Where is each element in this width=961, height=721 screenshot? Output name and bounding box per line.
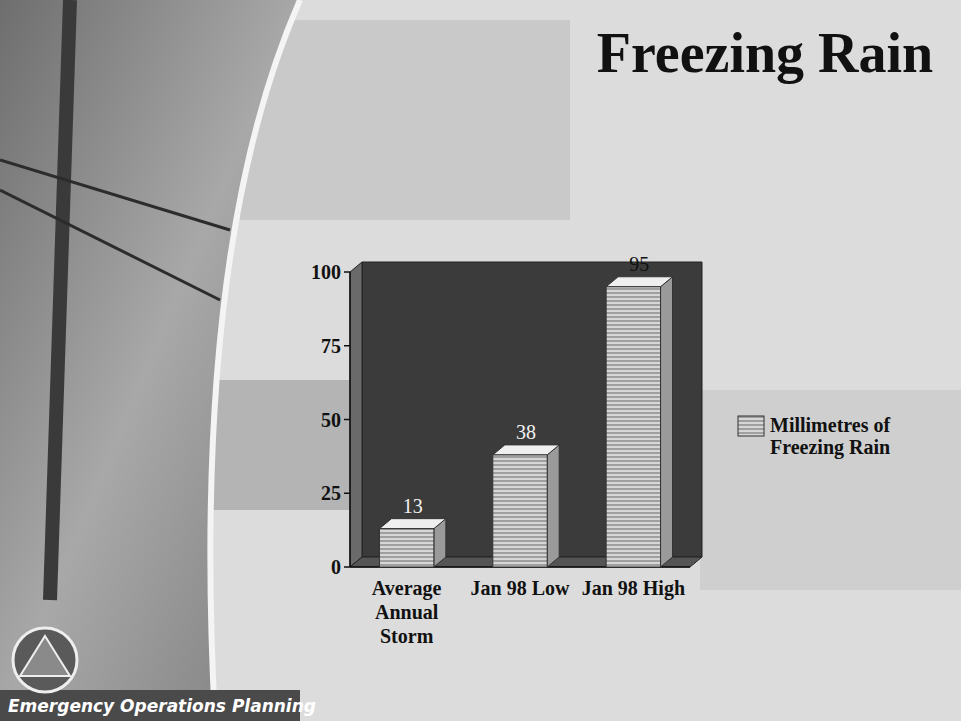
panel-edge [210, 0, 300, 721]
bar [606, 287, 660, 567]
y-tick [344, 271, 350, 273]
footer: Emergency Operations Planning [8, 696, 316, 716]
text-line: Jan 98 High [582, 577, 685, 600]
title: Freezing Rain [597, 22, 933, 84]
bar-top [606, 277, 672, 287]
bar [493, 455, 547, 567]
left-wall [350, 262, 362, 567]
bar [379, 529, 433, 567]
text-line: Storm [380, 625, 434, 647]
y-tick [344, 419, 350, 421]
x-tick-label: Jan 98 High [582, 577, 685, 600]
left-photo-panel [0, 0, 300, 721]
pole [50, 0, 70, 600]
bars [379, 277, 672, 567]
text-line: Freezing Rain [770, 436, 890, 459]
background [0, 0, 961, 721]
wire [0, 190, 220, 300]
text-line: Jan 98 Low [471, 577, 570, 599]
building-photo [700, 390, 961, 590]
y-tick-label: 100 [311, 261, 341, 283]
y-tick-label: 25 [321, 482, 341, 504]
text-line: Millimetres of [770, 414, 890, 436]
y-tick-label: 0 [331, 556, 341, 578]
building-photo [240, 20, 570, 220]
y-tick [344, 493, 350, 495]
bar-top [379, 519, 445, 529]
legend-swatch [738, 416, 764, 436]
chart: Emergency Operations Planning Freezing Ra… [0, 0, 961, 721]
data-label: 38 [516, 421, 536, 443]
logo-triangle [20, 636, 70, 676]
y-tick-label: 75 [321, 335, 341, 357]
text-line: Average [372, 577, 442, 600]
x-tick-label: AverageAnnualStorm [372, 577, 442, 647]
bar-side [661, 277, 673, 567]
x-tick-label: Jan 98 Low [471, 577, 570, 599]
y-tick [344, 566, 350, 568]
logo [13, 628, 77, 692]
data-label: 95 [629, 253, 649, 275]
data-label: 13 [403, 495, 423, 517]
text-line: Annual [375, 601, 439, 623]
wire [0, 160, 230, 230]
y-tick-label: 50 [321, 409, 341, 431]
y-tick [344, 345, 350, 347]
bar-top [493, 445, 559, 455]
bar-side [547, 445, 559, 567]
legend-label: Millimetres ofFreezing Rain [770, 414, 890, 459]
